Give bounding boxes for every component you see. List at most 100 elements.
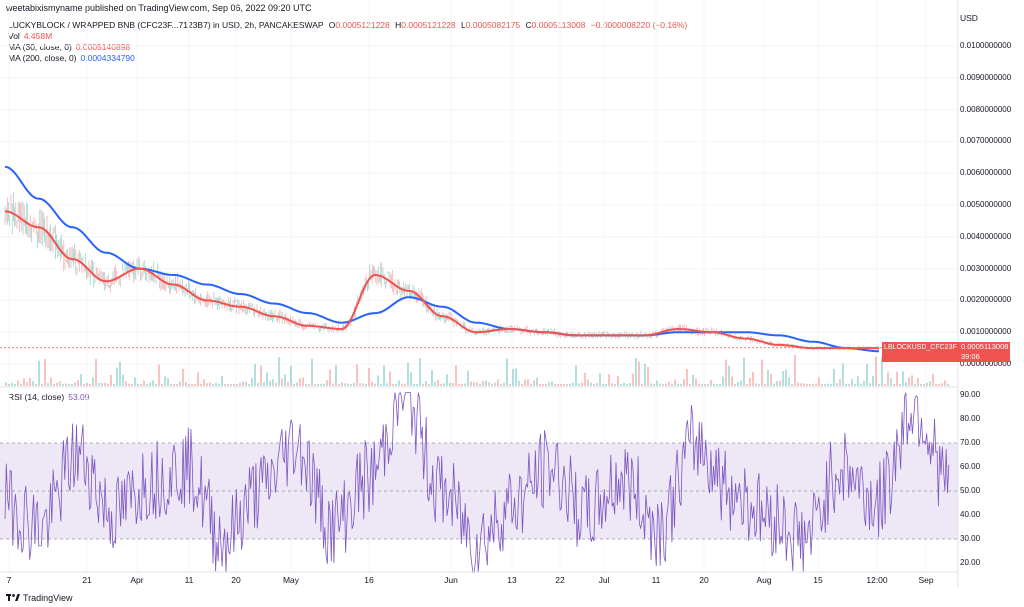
time-tick-label: Jun	[444, 575, 458, 585]
volume-bar	[635, 357, 637, 386]
volume-bar	[284, 374, 286, 386]
volume-bar	[215, 382, 217, 386]
volume-bar	[680, 383, 682, 386]
volume-bar	[905, 382, 907, 386]
volume-bar	[416, 383, 418, 386]
volume-bar	[86, 382, 88, 386]
tradingview-brand[interactable]: TradingView	[6, 593, 73, 603]
volume-bar	[845, 383, 847, 386]
price-tick-label: 0.0080000000	[960, 104, 1012, 114]
volume-bar	[287, 382, 289, 386]
countdown-timer: 39:06	[961, 352, 980, 361]
last-price-symbol: LBLOCKUSD_CFC23F	[884, 344, 957, 351]
rsi-legend: RSI (14, close) 53.09	[8, 392, 90, 403]
volume-bar	[692, 374, 694, 386]
volume-bar	[254, 363, 256, 386]
volume-bar	[821, 383, 823, 386]
volume-bar	[101, 382, 103, 386]
volume-bar	[608, 374, 610, 386]
rsi-tick-label: 60.00	[960, 462, 981, 471]
volume-bar	[263, 382, 265, 386]
last-price-tag: 0.0005113008 39:06	[958, 342, 1010, 362]
volume-bar	[776, 381, 778, 386]
volume-bar	[779, 381, 781, 386]
volume-bar	[872, 375, 874, 386]
volume-bar	[344, 383, 346, 386]
volume-bar	[47, 383, 49, 386]
volume-bar	[305, 383, 307, 386]
rsi-value: 53.09	[68, 392, 90, 402]
volume-bar	[536, 377, 538, 386]
volume-bar	[179, 381, 181, 386]
volume-bar	[560, 383, 562, 386]
volume-bar	[611, 383, 613, 386]
volume-bar	[329, 369, 331, 386]
time-tick-label: May	[282, 575, 300, 585]
volume-bar	[638, 361, 640, 386]
volume-bar	[893, 383, 895, 386]
volume-bar	[710, 379, 712, 386]
volume-bar	[455, 365, 457, 386]
volume-bar	[68, 383, 70, 386]
volume-bar	[368, 368, 370, 386]
volume-bar	[374, 383, 376, 386]
volume-bar	[929, 381, 931, 386]
volume-bar	[182, 368, 184, 386]
time-tick-label: 13	[507, 575, 517, 585]
volume-bar	[23, 378, 25, 386]
volume-bar	[542, 383, 544, 386]
volume-bar	[719, 383, 721, 386]
price-tick-label: 0.0000000000	[960, 359, 1012, 368]
volume-bar	[11, 382, 13, 386]
volume-legend: Vol 4.458M	[8, 31, 52, 42]
volume-bar	[584, 372, 586, 386]
volume-bar	[686, 368, 688, 386]
volume-bar	[14, 383, 16, 386]
volume-bar	[794, 355, 796, 386]
ma30-label: MA (30, close, 0)	[8, 42, 72, 52]
volume-bar	[317, 383, 319, 386]
volume-bar	[941, 383, 943, 386]
volume-bar	[137, 383, 139, 386]
volume-bar	[410, 372, 412, 386]
volume-bar	[830, 383, 832, 386]
volume-bar	[245, 381, 247, 386]
price-tick-label: 0.0010000000	[960, 327, 1012, 337]
volume-bar	[476, 382, 478, 386]
volume-bar	[41, 383, 43, 386]
volume-bar	[185, 382, 187, 386]
volume-bar	[875, 356, 877, 386]
time-tick-label: 11	[184, 575, 194, 585]
volume-bar	[743, 357, 745, 386]
open-value: 0.0005121228	[335, 20, 390, 30]
volume-bar	[938, 383, 940, 386]
volume-bar	[296, 382, 298, 386]
volume-bar	[224, 383, 226, 386]
volume-bar	[716, 383, 718, 386]
volume-bar	[575, 365, 577, 386]
volume-bar	[347, 383, 349, 386]
tradingview-logo-icon	[6, 594, 20, 601]
volume-bar	[782, 371, 784, 386]
price-tick-label: 0.0090000000	[960, 72, 1012, 82]
volume-bar	[632, 373, 634, 386]
volume-bar	[863, 380, 865, 386]
volume-bar	[401, 383, 403, 386]
volume-bar	[164, 376, 166, 386]
volume-bar	[836, 383, 838, 386]
volume-bar	[320, 383, 322, 386]
volume-bar	[50, 377, 52, 386]
volume-bar	[545, 383, 547, 386]
volume-bar	[110, 374, 112, 386]
volume-bar	[698, 384, 700, 386]
volume-bar	[257, 382, 259, 386]
volume-bar	[437, 379, 439, 386]
price-tick-label: 0.0100000000	[960, 41, 1012, 50]
volume-bar	[314, 383, 316, 386]
price-tick-label: 0.0020000000	[960, 295, 1012, 305]
volume-bar	[353, 382, 355, 386]
volume-bar	[917, 377, 919, 386]
volume-bar	[131, 383, 133, 386]
volume-bar	[431, 370, 433, 386]
volume-bar	[170, 383, 172, 386]
